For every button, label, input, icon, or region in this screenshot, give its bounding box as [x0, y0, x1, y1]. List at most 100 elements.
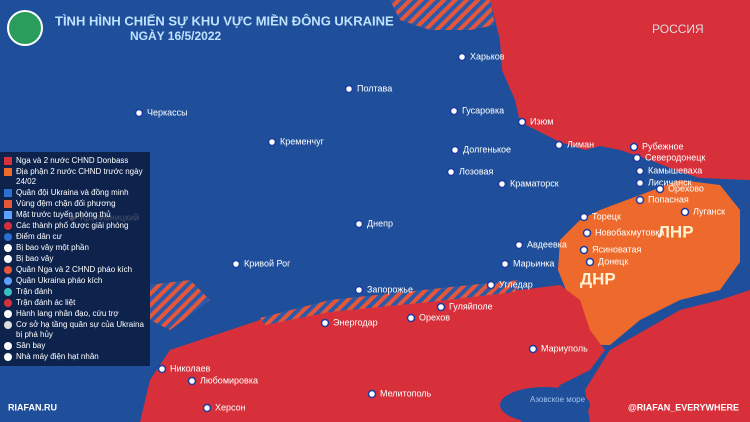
legend-label: Cơ sở hạ tầng quân sự của Ukraina bị phá… — [16, 320, 144, 339]
legend-swatch — [4, 200, 12, 208]
city-label: Лозовая — [459, 166, 494, 176]
legend-item: Sân bay — [4, 341, 146, 351]
city-label: Николаев — [170, 363, 211, 373]
legend-swatch — [4, 233, 12, 241]
buffer-zone — [390, 0, 495, 30]
legend-swatch — [4, 342, 12, 350]
legend-item: Điểm dân cư — [4, 232, 146, 242]
city-marker — [528, 344, 538, 354]
city-label: Энергодар — [333, 317, 378, 327]
legend-swatch — [4, 310, 12, 318]
russia-territory — [490, 0, 750, 180]
city-marker — [579, 212, 589, 222]
city-marker — [406, 313, 416, 323]
legend-item: Mặt trước tuyến phòng thủ — [4, 210, 146, 220]
city-label: Новобахмутовка — [595, 227, 664, 237]
city-marker — [582, 228, 592, 238]
city-label: Херсон — [215, 402, 246, 412]
south-territory — [140, 285, 605, 422]
legend-item: Nhà máy điện hạt nhân — [4, 352, 146, 362]
city-marker — [446, 167, 456, 177]
legend-label: Bị bao vây một phần — [16, 243, 89, 252]
region-label: ДНР — [580, 269, 616, 288]
city-label: Черкассы — [147, 107, 188, 117]
city-marker — [157, 364, 167, 374]
title: TÌNH HÌNH CHIẾN SỰ KHU VỰC MIỀN ĐÔNG UKR… — [55, 13, 394, 28]
city-label: Гусаровка — [462, 105, 504, 115]
subtitle: NGÀY 16/5/2022 — [130, 28, 221, 43]
footer-right: @RIAFAN_EVERYWHERE — [628, 402, 739, 412]
legend-swatch — [4, 277, 12, 285]
city-marker — [450, 145, 460, 155]
legend-item: Quân Ukraina pháo kích — [4, 276, 146, 286]
city-label: Рубежное — [642, 141, 684, 151]
legend-label: Trận đánh ác liệt — [16, 298, 76, 307]
legend-item: Địa phận 2 nước CHND trước ngày 24/02 — [4, 167, 146, 187]
city-marker — [629, 142, 639, 152]
city-marker — [554, 140, 564, 150]
city-label: Лиман — [567, 139, 594, 149]
city-label: Мелитополь — [380, 388, 432, 398]
legend-swatch — [4, 211, 12, 219]
city-marker — [344, 84, 354, 94]
legend-label: Địa phận 2 nước CHND trước ngày 24/02 — [16, 167, 143, 186]
city-label: Днепр — [367, 218, 393, 228]
legend-label: Quân Ukraina pháo kích — [16, 276, 103, 285]
city-label: Любомировка — [200, 375, 258, 385]
city-label: Орехово — [668, 183, 704, 193]
city-label: Луганск — [693, 206, 725, 216]
legend-item: Các thành phố được giải phóng — [4, 221, 146, 231]
legend-label: Vùng đệm chặn đối phương — [16, 199, 116, 208]
legend-item: Bị bao vây — [4, 254, 146, 264]
city-marker — [367, 389, 377, 399]
city-marker — [231, 259, 241, 269]
city-marker — [457, 52, 467, 62]
city-marker — [500, 259, 510, 269]
city-marker — [187, 376, 197, 386]
legend-swatch — [4, 157, 12, 165]
city-label: Краматорск — [510, 178, 559, 188]
city-marker — [436, 302, 446, 312]
city-marker — [320, 318, 330, 328]
legend-swatch — [4, 189, 12, 197]
legend-item: Vùng đệm chặn đối phương — [4, 199, 146, 209]
legend-item: Nga và 2 nước CHND Donbass — [4, 156, 146, 166]
city-marker — [579, 245, 589, 255]
city-marker — [635, 166, 645, 176]
city-marker — [267, 137, 277, 147]
legend-label: Trận đánh — [16, 287, 53, 296]
city-marker — [354, 285, 364, 295]
legend-swatch — [4, 168, 12, 176]
legend-item: Cơ sở hạ tầng quân sự của Ukraina bị phá… — [4, 320, 146, 340]
city-marker — [354, 219, 364, 229]
city-label: Изюм — [530, 116, 553, 126]
legend-item: Quân đội Ukraina và đồng minh — [4, 188, 146, 198]
city-marker — [585, 257, 595, 267]
legend-label: Các thành phố được giải phóng — [16, 221, 129, 230]
legend-item: Hành lang nhân đạo, cứu trợ — [4, 309, 146, 319]
legend-label: Nga và 2 nước CHND Donbass — [16, 156, 129, 165]
footer-left: RIAFAN.RU — [8, 402, 57, 412]
city-label: Камышеваха — [648, 165, 702, 175]
city-label: Лисичанск — [648, 177, 692, 187]
city-label: Донецк — [598, 256, 628, 266]
legend-swatch — [4, 244, 12, 252]
legend-swatch — [4, 321, 12, 329]
city-label: Кривой Рог — [244, 258, 291, 268]
legend-label: Quân Nga và 2 CHND pháo kích — [16, 265, 133, 274]
city-label: Торецк — [592, 211, 621, 221]
legend-label: Sân bay — [16, 341, 46, 350]
legend-label: Bị bao vây — [16, 254, 54, 263]
legend-label: Điểm dân cư — [16, 232, 62, 241]
legend-label: Mặt trước tuyến phòng thủ — [16, 210, 111, 219]
city-label: Мариуполь — [541, 343, 588, 353]
city-label: Орехов — [419, 312, 450, 322]
legend-swatch — [4, 266, 12, 274]
city-label: Гуляйполе — [449, 301, 493, 311]
city-label: Кременчуг — [280, 136, 325, 146]
city-label: Полтава — [357, 83, 392, 93]
city-marker — [635, 195, 645, 205]
city-marker — [202, 403, 212, 413]
